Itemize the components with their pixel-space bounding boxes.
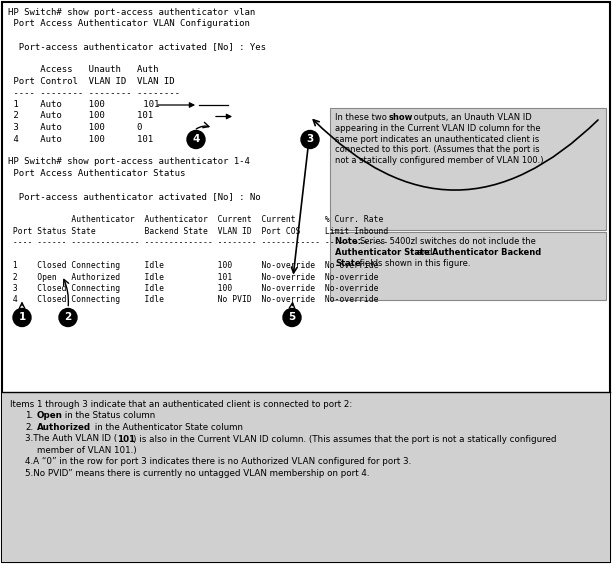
Text: ---- ------ -------------- -------------- -------- ------------ ----- -------: ---- ------ -------------- -------------…	[8, 238, 388, 247]
Text: connected to this port. (Assumes that the port is: connected to this port. (Assumes that th…	[335, 146, 540, 155]
Text: Authenticator State: Authenticator State	[335, 248, 430, 257]
Text: show: show	[389, 113, 413, 122]
Text: 4    Auto     100      101: 4 Auto 100 101	[8, 134, 153, 143]
Text: 5.No PVID” means there is currently no untagged VLAN membership on port 4.: 5.No PVID” means there is currently no u…	[25, 469, 370, 478]
Text: 1: 1	[18, 312, 26, 323]
Circle shape	[59, 309, 77, 327]
Text: 4    Closed Connecting     Idle           No PVID  No-override  No-override: 4 Closed Connecting Idle No PVID No-over…	[8, 296, 378, 305]
Text: 2.: 2.	[25, 423, 33, 432]
Text: 1.: 1.	[25, 412, 33, 421]
Text: 3: 3	[307, 134, 313, 144]
Text: 101: 101	[117, 434, 135, 443]
Text: 5400zl switches do not include the: 5400zl switches do not include the	[387, 237, 536, 246]
Text: not a statically configured member of VLAN 100.): not a statically configured member of VL…	[335, 156, 543, 165]
Text: Open: Open	[37, 412, 63, 421]
Text: Access   Unauth   Auth: Access Unauth Auth	[8, 65, 159, 74]
Text: Items 1 through 3 indicate that an authenticated client is connected to port 2:: Items 1 through 3 indicate that an authe…	[10, 400, 353, 409]
Text: Port Control  VLAN ID  VLAN ID: Port Control VLAN ID VLAN ID	[8, 77, 174, 86]
Text: 3    Auto     100      0: 3 Auto 100 0	[8, 123, 143, 132]
Text: 3.The Auth VLAN ID (: 3.The Auth VLAN ID (	[25, 434, 117, 443]
Text: same port indicates an unauthenticated client is: same port indicates an unauthenticated c…	[335, 135, 539, 144]
Text: Port Access Authenticator Status: Port Access Authenticator Status	[8, 169, 185, 178]
Text: in the Status column: in the Status column	[62, 412, 155, 421]
Circle shape	[13, 309, 31, 327]
Bar	[2, 392, 610, 562]
Text: 2    Auto     100      101: 2 Auto 100 101	[8, 112, 153, 121]
Bar	[330, 232, 606, 300]
Text: Port-access authenticator activated [No] : Yes: Port-access authenticator activated [No]…	[8, 42, 266, 51]
Text: Port Access Authenticator VLAN Configuration: Port Access Authenticator VLAN Configura…	[8, 20, 250, 29]
Circle shape	[301, 130, 319, 148]
Text: 101: 101	[111, 100, 160, 109]
Text: 4.A “0” in the row for port 3 indicates there is no Authorized VLAN configured f: 4.A “0” in the row for port 3 indicates …	[25, 457, 411, 466]
Text: Authenticator  Authenticator  Current  Current      % Curr. Rate: Authenticator Authenticator Current Curr…	[8, 215, 383, 224]
Text: Note:: Note:	[335, 237, 364, 246]
Text: in the Authenticator State column: in the Authenticator State column	[92, 423, 243, 432]
Text: appearing in the Current VLAN ID column for the: appearing in the Current VLAN ID column …	[335, 124, 540, 133]
Text: 1    Auto     100: 1 Auto 100	[8, 100, 105, 109]
Text: Port-access authenticator activated [No] : No: Port-access authenticator activated [No]…	[8, 192, 261, 201]
Text: Port Status State          Backend State  VLAN ID  Port COS     Limit Inbound: Port Status State Backend State VLAN ID …	[8, 227, 388, 236]
Text: In these two: In these two	[335, 113, 389, 122]
Text: outputs, an Unauth VLAN ID: outputs, an Unauth VLAN ID	[411, 113, 532, 122]
Text: 2: 2	[64, 312, 72, 323]
Text: 1    Closed Connecting     Idle           100      No-override  No-override: 1 Closed Connecting Idle 100 No-override…	[8, 261, 378, 270]
Text: HP Switch# show port-access authenticator vlan: HP Switch# show port-access authenticato…	[8, 8, 255, 17]
Text: fields shown in this figure.: fields shown in this figure.	[357, 259, 471, 267]
Circle shape	[187, 130, 205, 148]
Text: 5: 5	[288, 312, 296, 323]
Text: 4: 4	[192, 134, 200, 144]
Text: member of VLAN 101.): member of VLAN 101.)	[37, 446, 136, 455]
Text: 2    Open   Authorized     Idle           101      No-override  No-override: 2 Open Authorized Idle 101 No-override N…	[8, 272, 378, 281]
Text: Authorized: Authorized	[37, 423, 91, 432]
Text: 3    Closed Connecting     Idle           100      No-override  No-override: 3 Closed Connecting Idle 100 No-override…	[8, 284, 378, 293]
Text: Series: Series	[360, 237, 386, 246]
Circle shape	[283, 309, 301, 327]
Text: Authenticator Backend: Authenticator Backend	[432, 248, 541, 257]
Text: State: State	[335, 259, 360, 267]
Text: ---- -------- -------- --------: ---- -------- -------- --------	[8, 89, 180, 98]
Bar	[330, 108, 606, 230]
Text: ) is also in the Current VLAN ID column. (This assumes that the port is not a st: ) is also in the Current VLAN ID column.…	[133, 434, 556, 443]
Text: HP Switch# show port-access authenticator 1-4: HP Switch# show port-access authenticato…	[8, 157, 250, 166]
Text: and: and	[414, 248, 435, 257]
